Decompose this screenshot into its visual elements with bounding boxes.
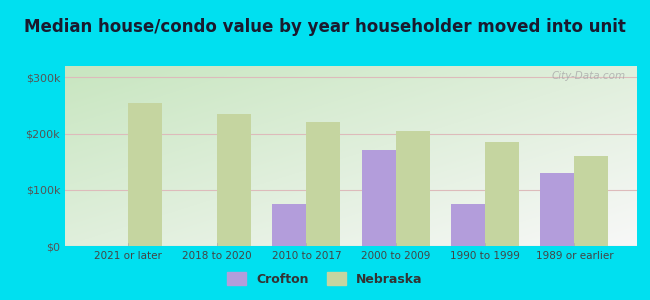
Bar <box>361 150 396 246</box>
Text: City-Data.com: City-Data.com <box>551 71 625 81</box>
Bar <box>127 103 161 246</box>
Bar <box>575 156 608 246</box>
Bar <box>272 204 306 246</box>
Text: Median house/condo value by year householder moved into unit: Median house/condo value by year househo… <box>24 18 626 36</box>
Legend: Crofton, Nebraska: Crofton, Nebraska <box>222 267 428 291</box>
Bar <box>451 204 485 246</box>
Bar <box>485 142 519 246</box>
Bar <box>540 173 575 246</box>
Bar <box>217 114 251 246</box>
Bar <box>396 131 430 246</box>
Bar <box>306 122 341 246</box>
